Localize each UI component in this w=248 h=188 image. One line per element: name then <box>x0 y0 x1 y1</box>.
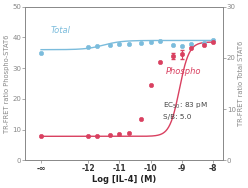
Text: EC$_{50}$: 83 pM
S/B: 5.0: EC$_{50}$: 83 pM S/B: 5.0 <box>163 101 208 120</box>
Point <box>158 61 162 64</box>
Point <box>171 44 175 47</box>
Point <box>86 45 90 48</box>
Y-axis label: TR-FRET ratio Total STAT6: TR-FRET ratio Total STAT6 <box>238 41 244 126</box>
Point <box>139 41 143 44</box>
Text: Total: Total <box>50 26 70 35</box>
Text: Phospho: Phospho <box>166 67 202 76</box>
Point <box>95 44 99 47</box>
Point <box>180 53 184 56</box>
Point <box>39 51 43 54</box>
Point <box>180 44 184 47</box>
Point <box>158 40 162 43</box>
Point <box>211 40 215 43</box>
Point <box>149 40 153 43</box>
Point <box>211 39 215 42</box>
Point <box>189 43 193 46</box>
Point <box>39 134 43 137</box>
X-axis label: Log [IL-4] (M): Log [IL-4] (M) <box>92 175 156 184</box>
Point <box>171 54 175 57</box>
Point <box>95 134 99 137</box>
Point <box>127 131 131 134</box>
Point <box>202 41 206 44</box>
Point <box>108 44 112 47</box>
Point <box>108 134 112 137</box>
Point <box>139 117 143 120</box>
Point <box>189 47 193 50</box>
Point <box>117 43 121 46</box>
Point <box>149 83 153 86</box>
Point <box>117 133 121 136</box>
Y-axis label: TR-FRET ratio Phospho-STAT6: TR-FRET ratio Phospho-STAT6 <box>4 34 10 133</box>
Point <box>127 43 131 46</box>
Point <box>202 44 206 47</box>
Point <box>86 135 90 138</box>
